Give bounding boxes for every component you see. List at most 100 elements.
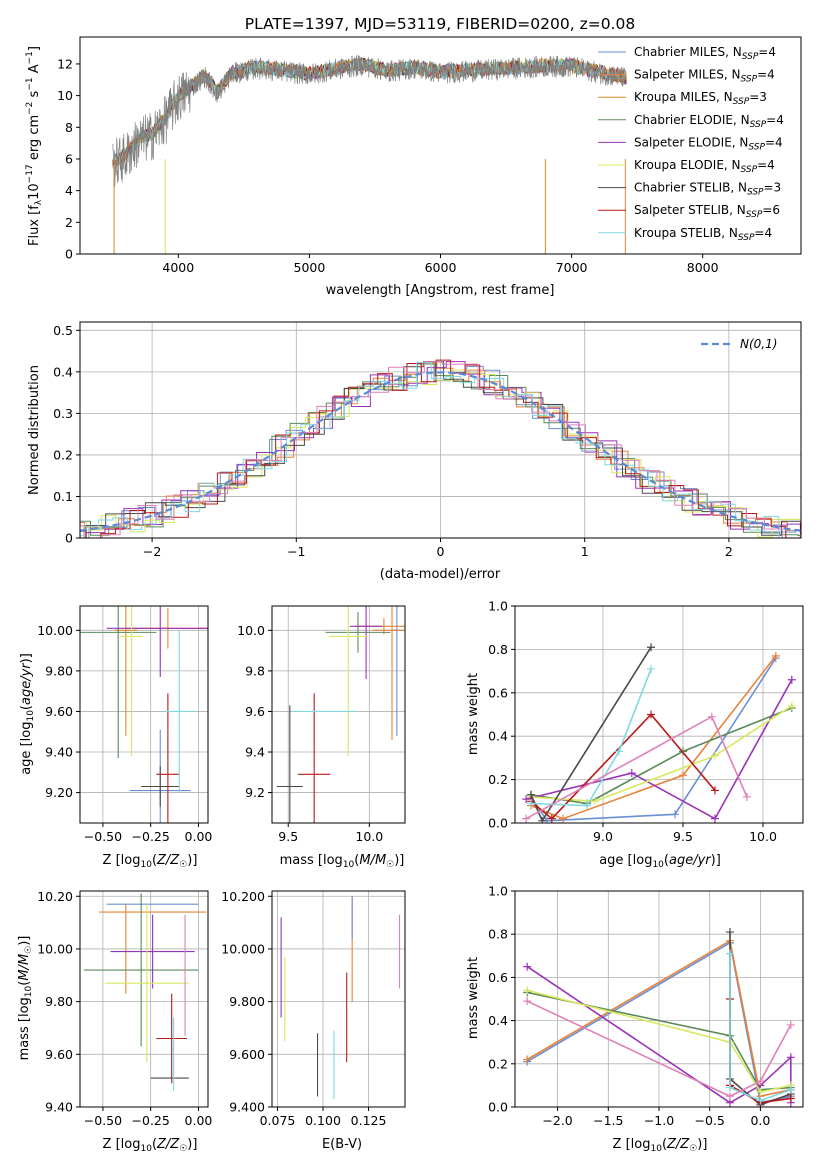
x-tick-label: 10.0 (749, 829, 777, 844)
model-spectrum-line (112, 58, 628, 170)
weight-marker (522, 814, 531, 823)
weight-marker (523, 986, 532, 995)
y-tick-label: 0 (65, 247, 73, 262)
weight-marker (523, 997, 532, 1006)
weight-marker (787, 701, 796, 710)
residual-histogram (80, 369, 801, 538)
y-tick-label: 0.4 (488, 1013, 508, 1028)
legend-entry: Kroupa MILES, NSSP=3 (634, 90, 767, 107)
axes-frame (79, 321, 802, 539)
y-tick-label: 0.2 (488, 772, 508, 787)
weight-marker (647, 710, 655, 719)
plot-area (83, 893, 207, 1092)
y-tick-label: 9.2 (245, 785, 265, 800)
ageZ-ylabel: age [log10(age/yr)] (19, 653, 36, 775)
wAge-xlabel: age [log10(age/yr)] (599, 853, 721, 870)
weight-marker (647, 664, 655, 673)
x-tick-label: 9.5 (278, 829, 298, 844)
weight-line (526, 679, 793, 820)
axes-frame (79, 890, 209, 1108)
x-tick-label: 8000 (687, 260, 719, 275)
x-tick-label: −0.5 (695, 1113, 725, 1128)
y-tick-label: 4 (65, 183, 73, 198)
x-tick-label: 0 (437, 544, 445, 559)
residual-histogram (80, 361, 801, 538)
spectrum-panel: wavelength [Angstrom, rest frame] Flux [… (25, 36, 802, 298)
mE-xlabel: E(B-V) (322, 1137, 362, 1152)
wAge-ylabel: mass weight (466, 673, 481, 755)
residual-histogram (80, 359, 801, 538)
y-tick-label: 9.4 (245, 745, 265, 760)
x-tick-label: −0.25 (132, 829, 170, 844)
plot-area (522, 643, 796, 823)
weight-marker (547, 814, 556, 823)
residuals-xlabel: (data-model)/error (380, 567, 501, 582)
x-tick-label: 10.0 (355, 829, 383, 844)
plot-area (80, 606, 208, 823)
ageZ-xlabel: Z [log10(Z/Z☉)] (103, 853, 198, 870)
weight-line (530, 655, 777, 820)
weight-vs-age-panel: age [log10(age/yr)] mass weight 9.0 9.5 10… (466, 599, 804, 870)
residuals-ylabel: Normed distribution (27, 365, 42, 495)
y-tick-label: 10.00 (37, 623, 73, 638)
weight-marker (756, 1096, 765, 1105)
x-tick-label: 0.075 (260, 1113, 296, 1128)
residuals-panel: (data-model)/error Normed distribution −… (27, 321, 802, 582)
y-tick-label: 0.6 (488, 685, 508, 700)
y-tick-label: 0.5 (53, 323, 73, 338)
y-tick-label: 9.600 (229, 1047, 265, 1062)
y-tick-label: 0.3 (53, 406, 73, 421)
x-tick-label: −0.25 (132, 1113, 170, 1128)
y-tick-label: 12 (57, 56, 73, 71)
x-tick-label: −2 (143, 544, 161, 559)
weight-marker (711, 751, 719, 760)
legend-entry: Kroupa STELIB, NSSP=4 (634, 226, 772, 243)
weight-marker (786, 1053, 795, 1062)
mass-vs-reddening-panel: E(B-V) 0.075 0.100 0.125 9.400 9.600 9.800 10.… (221, 889, 406, 1152)
x-tick-label: 0.125 (351, 1113, 387, 1128)
legend-entry: Salpeter STELIB, NSSP=6 (634, 203, 780, 220)
model-spectrum-line (112, 57, 627, 169)
y-tick-label: 0 (65, 531, 73, 546)
spectrum-ylabel: Flux [fλ10−17 erg cm−2 s−1 A−1] (25, 46, 44, 246)
legend-entry: Chabrier MILES, NSSP=4 (634, 45, 776, 62)
y-tick-label: 9.40 (45, 745, 73, 760)
y-tick-label: 0.8 (488, 927, 508, 942)
weight-vs-metallicity-panel: Z [log10(Z/Z☉)] mass weight −2.0 −1.5 −1.0… (466, 884, 804, 1154)
y-tick-label: 9.40 (45, 1100, 73, 1115)
x-tick-label: 0.100 (305, 1113, 341, 1128)
axes-frame (514, 605, 804, 824)
x-tick-label: 0.0 (750, 1113, 770, 1128)
weight-marker (787, 675, 796, 684)
model-spectrum-line (112, 57, 628, 168)
weight-marker (786, 1094, 795, 1103)
y-tick-label: 8 (65, 120, 73, 135)
y-tick-label: 0.1 (53, 489, 73, 504)
axes-frame (79, 605, 209, 824)
y-tick-label: 9.80 (45, 994, 73, 1009)
y-tick-label: 0.2 (53, 447, 73, 462)
axes-frame (271, 605, 406, 824)
weight-line (526, 939, 791, 1098)
y-tick-label: 0.4 (53, 364, 73, 379)
weight-line (729, 953, 792, 1102)
normal-curve (80, 371, 801, 532)
wZ-xlabel: Z [log10(Z/Z☉)] (613, 1137, 708, 1154)
x-tick-label: −1.5 (593, 1113, 623, 1128)
y-tick-label: 1.0 (488, 884, 508, 899)
weight-line (525, 715, 748, 820)
age-vs-mass-panel: mass [log10(M/M☉)] 9.5 10.0 9.2 9.4 9.6 9.8 10… (237, 605, 406, 870)
weight-marker (725, 928, 734, 937)
y-tick-label: 10.200 (221, 889, 265, 904)
weight-marker (786, 1085, 795, 1094)
weight-marker (591, 797, 599, 806)
residual-histogram (80, 361, 801, 538)
mZ-xlabel: Z [log10(Z/Z☉)] (103, 1137, 198, 1154)
plot-area (112, 54, 628, 254)
weight-marker (679, 771, 687, 780)
mass-vs-metallicity-panel: Z [log10(Z/Z☉)] mass [log10(M/M☉)] −0.50… (17, 889, 212, 1154)
mZ-ylabel: mass [log10(M/M☉)] (17, 936, 34, 1061)
weight-marker (583, 801, 591, 810)
x-tick-label: 9.5 (673, 829, 693, 844)
